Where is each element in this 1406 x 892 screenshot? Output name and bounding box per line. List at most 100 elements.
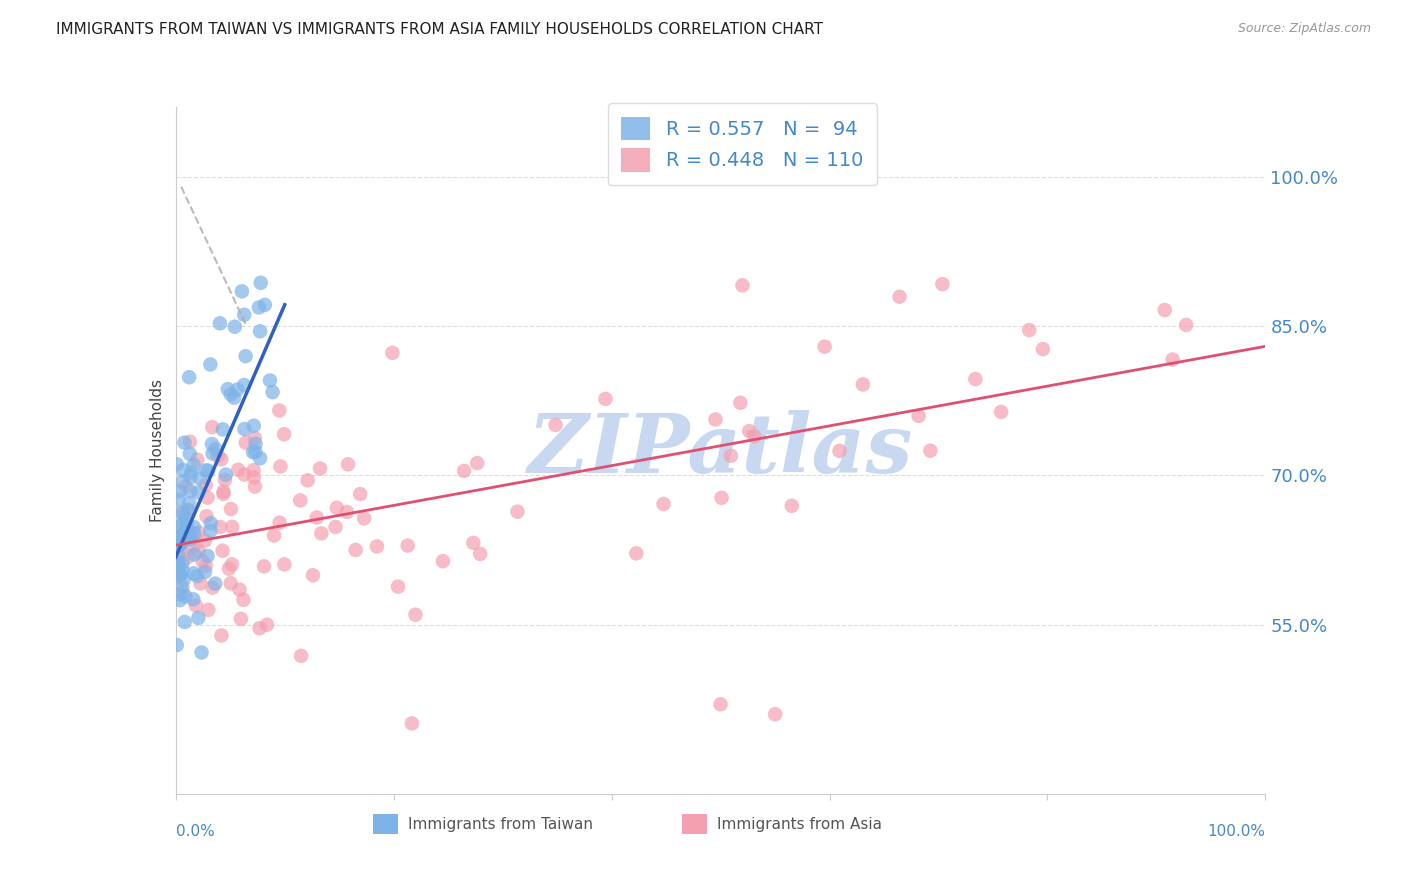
Point: [172, 463, 194, 477]
Point: [179, 470, 201, 484]
Point: [780, 499, 803, 513]
Point: [166, 638, 188, 652]
Point: [710, 491, 733, 505]
Point: [186, 452, 208, 467]
Point: [204, 576, 226, 591]
Point: [169, 568, 191, 582]
Point: [201, 420, 224, 434]
Point: [1161, 352, 1184, 367]
Point: [245, 437, 267, 451]
Point: [186, 569, 208, 583]
Point: [174, 590, 197, 604]
Point: [201, 581, 224, 595]
Point: [256, 617, 278, 632]
Point: [218, 562, 240, 576]
Point: [170, 529, 193, 543]
Point: [179, 447, 201, 461]
Point: [180, 532, 202, 546]
Point: [226, 383, 249, 397]
Point: [243, 479, 266, 493]
Text: Immigrants from Taiwan: Immigrants from Taiwan: [408, 817, 593, 831]
Point: [183, 539, 205, 553]
Point: [249, 324, 271, 338]
Point: [187, 485, 209, 500]
Point: [172, 475, 194, 489]
Point: [243, 470, 266, 484]
Point: [167, 558, 190, 573]
Point: [336, 505, 359, 519]
Point: [179, 496, 201, 510]
Point: [311, 526, 333, 541]
Point: [170, 506, 193, 520]
Point: [233, 467, 256, 482]
Point: [704, 412, 727, 426]
Point: [463, 536, 485, 550]
Point: [200, 524, 222, 538]
Point: [229, 612, 252, 626]
Point: [1018, 323, 1040, 337]
Point: [169, 538, 191, 552]
Point: [387, 580, 409, 594]
Point: [184, 599, 207, 613]
Point: [226, 463, 249, 477]
Point: [177, 550, 200, 565]
Point: [231, 285, 253, 299]
Point: [208, 316, 231, 330]
Point: [197, 464, 219, 478]
Point: [353, 511, 375, 525]
Point: [219, 576, 242, 591]
Point: [172, 585, 194, 599]
Point: [173, 509, 195, 524]
Point: [172, 516, 194, 531]
Point: [273, 427, 295, 442]
Point: [242, 418, 264, 433]
Point: [326, 500, 349, 515]
Point: [183, 458, 205, 472]
Point: [211, 543, 233, 558]
Point: [194, 565, 217, 579]
Point: [169, 484, 191, 499]
Point: [233, 378, 256, 392]
Point: [263, 528, 285, 542]
Point: [249, 276, 271, 290]
Point: [232, 592, 254, 607]
Point: [187, 544, 209, 558]
Point: [172, 546, 194, 560]
Point: [166, 557, 188, 571]
Point: [179, 370, 201, 384]
Point: [337, 457, 360, 471]
Point: [224, 319, 246, 334]
Point: [432, 554, 454, 568]
Point: [187, 525, 209, 540]
Text: ZIPatlas: ZIPatlas: [527, 410, 914, 491]
Point: [731, 278, 754, 293]
Point: [720, 449, 742, 463]
Point: [309, 461, 332, 475]
Point: [233, 422, 256, 436]
Point: [221, 558, 243, 572]
Point: [1153, 303, 1175, 318]
Point: [183, 566, 205, 581]
Point: [710, 698, 733, 712]
Point: [381, 346, 404, 360]
Point: [169, 567, 191, 582]
Point: [290, 648, 312, 663]
Point: [167, 539, 190, 553]
Point: [169, 588, 191, 602]
Point: [204, 442, 226, 457]
Point: [200, 516, 222, 531]
Point: [169, 519, 191, 533]
Point: [453, 464, 475, 478]
Point: [190, 645, 212, 659]
Point: [219, 387, 242, 401]
Point: [195, 509, 218, 524]
Legend: R = 0.557   N =  94, R = 0.448   N = 110: R = 0.557 N = 94, R = 0.448 N = 110: [607, 103, 877, 186]
Point: [396, 539, 419, 553]
Point: [167, 492, 190, 507]
Point: [219, 502, 242, 516]
Point: [166, 548, 188, 562]
Point: [173, 573, 195, 587]
Point: [167, 535, 190, 549]
Point: [174, 479, 197, 493]
Text: Source: ZipAtlas.com: Source: ZipAtlas.com: [1237, 22, 1371, 36]
